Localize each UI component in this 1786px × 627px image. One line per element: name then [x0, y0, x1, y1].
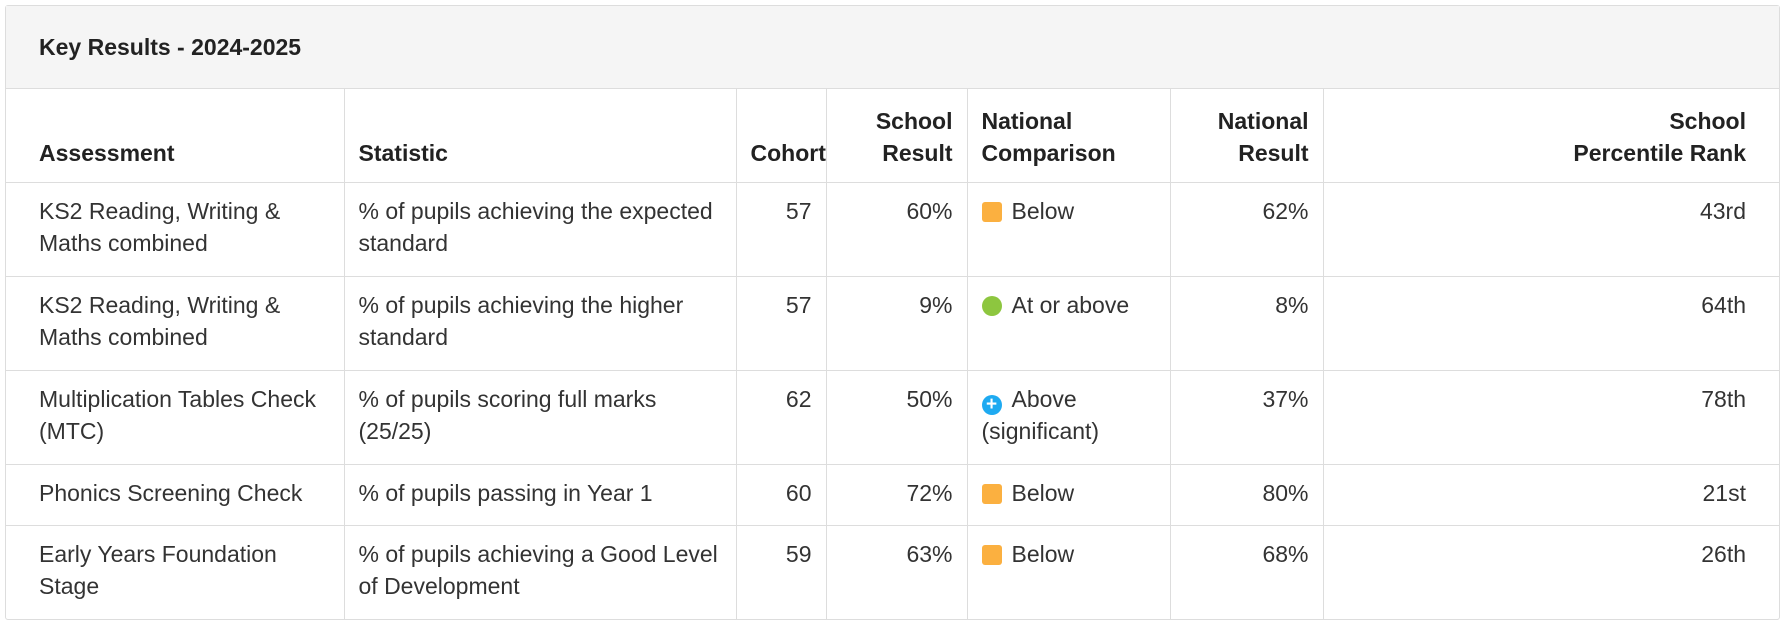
statistic-cell: % of pupils scoring full marks (25/25)	[344, 370, 737, 465]
percentile-rank-cell: 43rd	[1323, 182, 1779, 277]
key-results-panel: Key Results - 2024-2025 Assessment Stati…	[5, 5, 1780, 620]
cohort-cell: 57	[736, 182, 827, 277]
national-comparison-cell: At or above	[967, 276, 1171, 371]
percentile-rank-cell: 78th	[1323, 370, 1779, 465]
comparison-label: Above (significant)	[981, 385, 1100, 444]
column-header-statistic: Statistic	[344, 89, 737, 183]
column-header-school-result: School Result	[826, 89, 968, 183]
cohort-cell: 57	[736, 276, 827, 371]
statistic-cell: % of pupils passing in Year 1	[344, 464, 737, 526]
assessment-cell: KS2 Reading, Writing & Maths combined	[6, 276, 345, 371]
panel-title: Key Results - 2024-2025	[6, 6, 1779, 89]
column-header-assessment: Assessment	[6, 89, 345, 183]
assessment-cell: Multiplication Tables Check (MTC)	[6, 370, 345, 465]
comparison-label: At or above	[1011, 291, 1130, 318]
cohort-cell: 60	[736, 464, 827, 526]
percentile-rank-cell: 21st	[1323, 464, 1779, 526]
percentile-rank-cell: 26th	[1701, 540, 1746, 567]
national-comparison-cell: + Above (significant)	[967, 370, 1171, 465]
assessment-cell: Phonics Screening Check	[6, 464, 345, 526]
table-header-row: Assessment Statistic Cohort School Resul…	[6, 89, 1779, 183]
table-row: Multiplication Tables Check (MTC) % of p…	[6, 370, 1779, 465]
plus-circle-icon: +	[981, 394, 1002, 415]
comparison-label: Below	[1011, 540, 1075, 567]
percentile-rank-header-label: School Percentile Rank	[1573, 107, 1746, 166]
assessment-cell: Early Years Foundation Stage	[6, 525, 345, 619]
school-result-cell: 72%	[826, 464, 968, 526]
table-row: Phonics Screening Check % of pupils pass…	[6, 464, 1779, 526]
national-comparison-cell: Below	[967, 182, 1171, 277]
school-result-cell: 60%	[826, 182, 968, 277]
table-row: KS2 Reading, Writing & Maths combined % …	[6, 276, 1779, 371]
statistic-cell: % of pupils achieving a Good Level of De…	[344, 525, 737, 619]
comparison-label: Below	[1011, 479, 1075, 506]
orange-square-icon	[981, 483, 1002, 504]
column-header-national-comparison: National Comparison	[967, 89, 1171, 183]
national-result-cell: 8%	[1170, 276, 1324, 371]
statistic-cell: % of pupils achieving the expected stand…	[344, 182, 737, 277]
national-result-cell: 68%	[1170, 525, 1324, 619]
column-header-cohort: Cohort	[736, 89, 827, 183]
school-result-cell: 9%	[826, 276, 968, 371]
assessment-cell: KS2 Reading, Writing & Maths combined	[6, 182, 345, 277]
national-result-cell: 80%	[1170, 464, 1324, 526]
column-header-national-result: National Result	[1170, 89, 1324, 183]
national-result-cell: 62%	[1170, 182, 1324, 277]
orange-square-icon	[981, 544, 1002, 565]
column-header-percentile-rank: School Percentile Rank	[1323, 89, 1779, 183]
comparison-label: Below	[1011, 197, 1075, 224]
school-result-cell: 63%	[826, 525, 968, 619]
table-row: Early Years Foundation Stage % of pupils…	[6, 525, 1779, 619]
national-comparison-cell: Below	[967, 464, 1171, 526]
cohort-cell: 59	[736, 525, 827, 619]
statistic-cell: % of pupils achieving the higher standar…	[344, 276, 737, 371]
national-result-cell: 37%	[1170, 370, 1324, 465]
cohort-cell: 62	[736, 370, 827, 465]
table-row: KS2 Reading, Writing & Maths combined % …	[6, 182, 1779, 277]
key-results-table: Assessment Statistic Cohort School Resul…	[6, 89, 1779, 619]
orange-square-icon	[981, 201, 1002, 222]
green-circle-icon	[981, 295, 1002, 316]
school-result-cell: 50%	[826, 370, 968, 465]
percentile-rank-cell: 64th	[1323, 276, 1779, 371]
national-comparison-cell: Below	[967, 525, 1171, 619]
